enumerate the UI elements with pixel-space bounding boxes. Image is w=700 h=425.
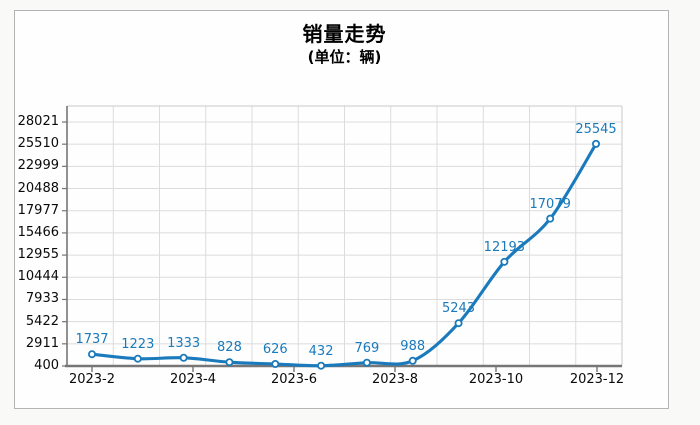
data-point-label: 432 <box>308 343 334 359</box>
data-point-label: 12193 <box>483 239 526 255</box>
x-axis-tick-label: 2023-12 <box>569 372 625 387</box>
y-axis-tick-label: 12955 <box>17 247 59 263</box>
data-point-label: 626 <box>262 342 288 357</box>
data-point-marker <box>133 354 142 363</box>
data-point-label: 25545 <box>575 121 617 137</box>
y-axis-tick-label: 25510 <box>17 136 59 152</box>
x-axis-tick-label: 2023-4 <box>169 372 217 387</box>
data-point-label: 769 <box>354 340 380 356</box>
y-axis-tick-label: 7933 <box>25 291 59 307</box>
chart-subtitle: (单位：辆) <box>307 48 382 66</box>
y-axis-tick-label: 5422 <box>25 313 59 329</box>
data-point-marker <box>546 214 555 223</box>
data-point-marker <box>362 358 371 367</box>
y-axis-tick-label: 17977 <box>17 202 59 218</box>
y-axis-tick-label: 10444 <box>17 269 59 285</box>
chart-title: 销量走势 <box>302 22 387 46</box>
data-point-label: 1737 <box>75 332 109 348</box>
x-axis-tick-label: 2023-6 <box>270 372 318 387</box>
data-point-label: 828 <box>217 340 242 356</box>
data-point-marker <box>500 257 509 266</box>
x-axis-tick-label: 2023-2 <box>68 372 116 387</box>
y-axis-tick-label: 22999 <box>17 158 59 174</box>
data-point-marker <box>317 361 326 370</box>
y-axis-tick-label: 400 <box>34 358 59 373</box>
chart-frame <box>14 10 669 409</box>
x-axis-tick-label: 2023-10 <box>468 372 524 387</box>
y-axis-tick-label: 20488 <box>17 180 59 196</box>
y-axis-tick-label: 28021 <box>17 114 59 129</box>
data-point-marker <box>179 353 188 362</box>
y-axis-tick-label: 2911 <box>25 335 59 351</box>
data-point-marker <box>408 356 417 365</box>
data-point-marker <box>454 319 463 328</box>
data-point-label: 988 <box>400 338 426 354</box>
data-point-marker <box>88 350 97 359</box>
data-point-label: 5243 <box>441 301 476 317</box>
data-point-marker <box>592 139 601 148</box>
data-point-marker <box>271 360 280 369</box>
data-point-label: 17079 <box>529 196 571 212</box>
data-point-label: 1333 <box>167 335 201 351</box>
data-point-marker <box>225 358 234 367</box>
y-axis-tick-label: 15466 <box>17 224 59 240</box>
x-axis-tick-label: 2023-8 <box>371 372 419 387</box>
data-point-label: 1223 <box>121 336 155 352</box>
